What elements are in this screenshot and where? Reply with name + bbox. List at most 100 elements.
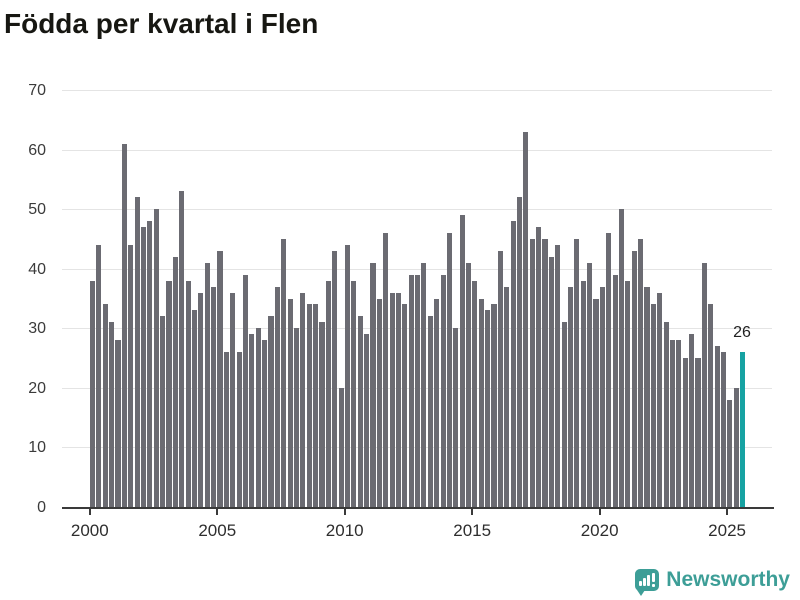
x-axis-tick-label: 2010 <box>325 521 364 540</box>
bar <box>344 244 350 507</box>
bar <box>402 304 408 507</box>
bar <box>211 286 217 507</box>
x-axis-tick-label: 2020 <box>580 521 619 540</box>
x-axis-tick-label: 2025 <box>708 521 747 540</box>
bar <box>90 280 96 507</box>
bar <box>179 191 185 507</box>
bar <box>262 340 268 507</box>
bar <box>529 238 535 507</box>
bar <box>669 340 676 507</box>
logo-text: Newsworthy <box>666 568 790 591</box>
bar <box>172 256 178 507</box>
x-axis-tick <box>216 509 219 515</box>
bar <box>376 298 382 507</box>
bar <box>364 334 370 507</box>
bar <box>198 292 204 507</box>
bar <box>134 197 140 507</box>
bar <box>160 316 166 507</box>
bar <box>249 334 255 507</box>
x-axis-tick <box>343 509 346 515</box>
bar <box>682 358 688 507</box>
bar <box>676 340 682 507</box>
bar <box>644 286 650 507</box>
x-axis-tick-label: 2015 <box>453 521 492 540</box>
bar <box>389 292 395 507</box>
last-bar-value-label: 26 <box>733 324 751 341</box>
bar <box>306 304 312 507</box>
bar <box>293 328 300 507</box>
x-axis-tick <box>598 509 601 515</box>
bar <box>191 310 198 507</box>
bar <box>383 232 389 507</box>
bar <box>638 238 644 507</box>
bar <box>733 387 739 507</box>
y-axis-tick-label: 40 <box>28 260 46 278</box>
bar <box>351 280 357 507</box>
x-axis-tick-label: 2000 <box>70 521 109 540</box>
bar <box>230 292 236 507</box>
bar <box>491 304 497 507</box>
bar <box>434 298 440 507</box>
newsworthy-logo[interactable]: Newsworthy <box>635 568 790 596</box>
bar <box>720 352 727 507</box>
bar <box>599 286 605 507</box>
bar <box>618 209 625 507</box>
bar <box>325 280 331 507</box>
bar <box>357 316 363 507</box>
bar <box>102 304 108 507</box>
bar <box>332 250 338 507</box>
gridline <box>62 209 772 211</box>
bar-chart-speech-bubble-icon <box>635 569 660 596</box>
y-axis-tick-label: 30 <box>28 320 46 338</box>
chart-title: Födda per kvartal i Flen <box>4 8 319 39</box>
bar <box>523 131 529 507</box>
gridline <box>62 268 772 270</box>
bar <box>657 292 663 507</box>
bar <box>109 322 115 507</box>
bar <box>300 292 306 507</box>
bar <box>555 244 561 507</box>
bar <box>504 286 510 507</box>
bar <box>542 238 548 507</box>
bar <box>319 322 325 507</box>
bar <box>370 262 376 507</box>
bar <box>497 250 503 507</box>
bar <box>281 238 287 507</box>
bar <box>223 352 229 507</box>
bar <box>516 197 523 507</box>
bar <box>472 280 478 507</box>
bar <box>236 352 242 507</box>
bar <box>587 262 593 507</box>
bar <box>650 304 656 507</box>
bar <box>268 316 274 507</box>
gridline <box>62 90 772 91</box>
bar <box>96 244 102 507</box>
bar <box>593 298 599 507</box>
bar <box>166 280 172 507</box>
bar <box>478 298 484 507</box>
bar <box>153 209 159 507</box>
bar <box>606 232 612 507</box>
bar <box>663 322 669 507</box>
bar <box>561 322 567 507</box>
bar <box>204 262 210 507</box>
bar <box>446 232 452 507</box>
bar <box>140 227 147 507</box>
bar <box>466 262 472 507</box>
bar <box>612 274 618 507</box>
bar <box>567 286 574 507</box>
x-axis-tick <box>88 509 91 515</box>
y-axis-tick-label: 70 <box>28 82 46 99</box>
bar <box>147 221 153 507</box>
bar <box>485 310 491 507</box>
bar <box>242 274 249 507</box>
bar <box>580 280 586 507</box>
bar <box>115 340 121 507</box>
bar <box>421 262 427 507</box>
bar <box>701 262 707 507</box>
bar <box>727 399 733 507</box>
y-axis-tick-label: 10 <box>28 439 46 457</box>
bar <box>185 280 191 507</box>
bar <box>695 358 701 507</box>
